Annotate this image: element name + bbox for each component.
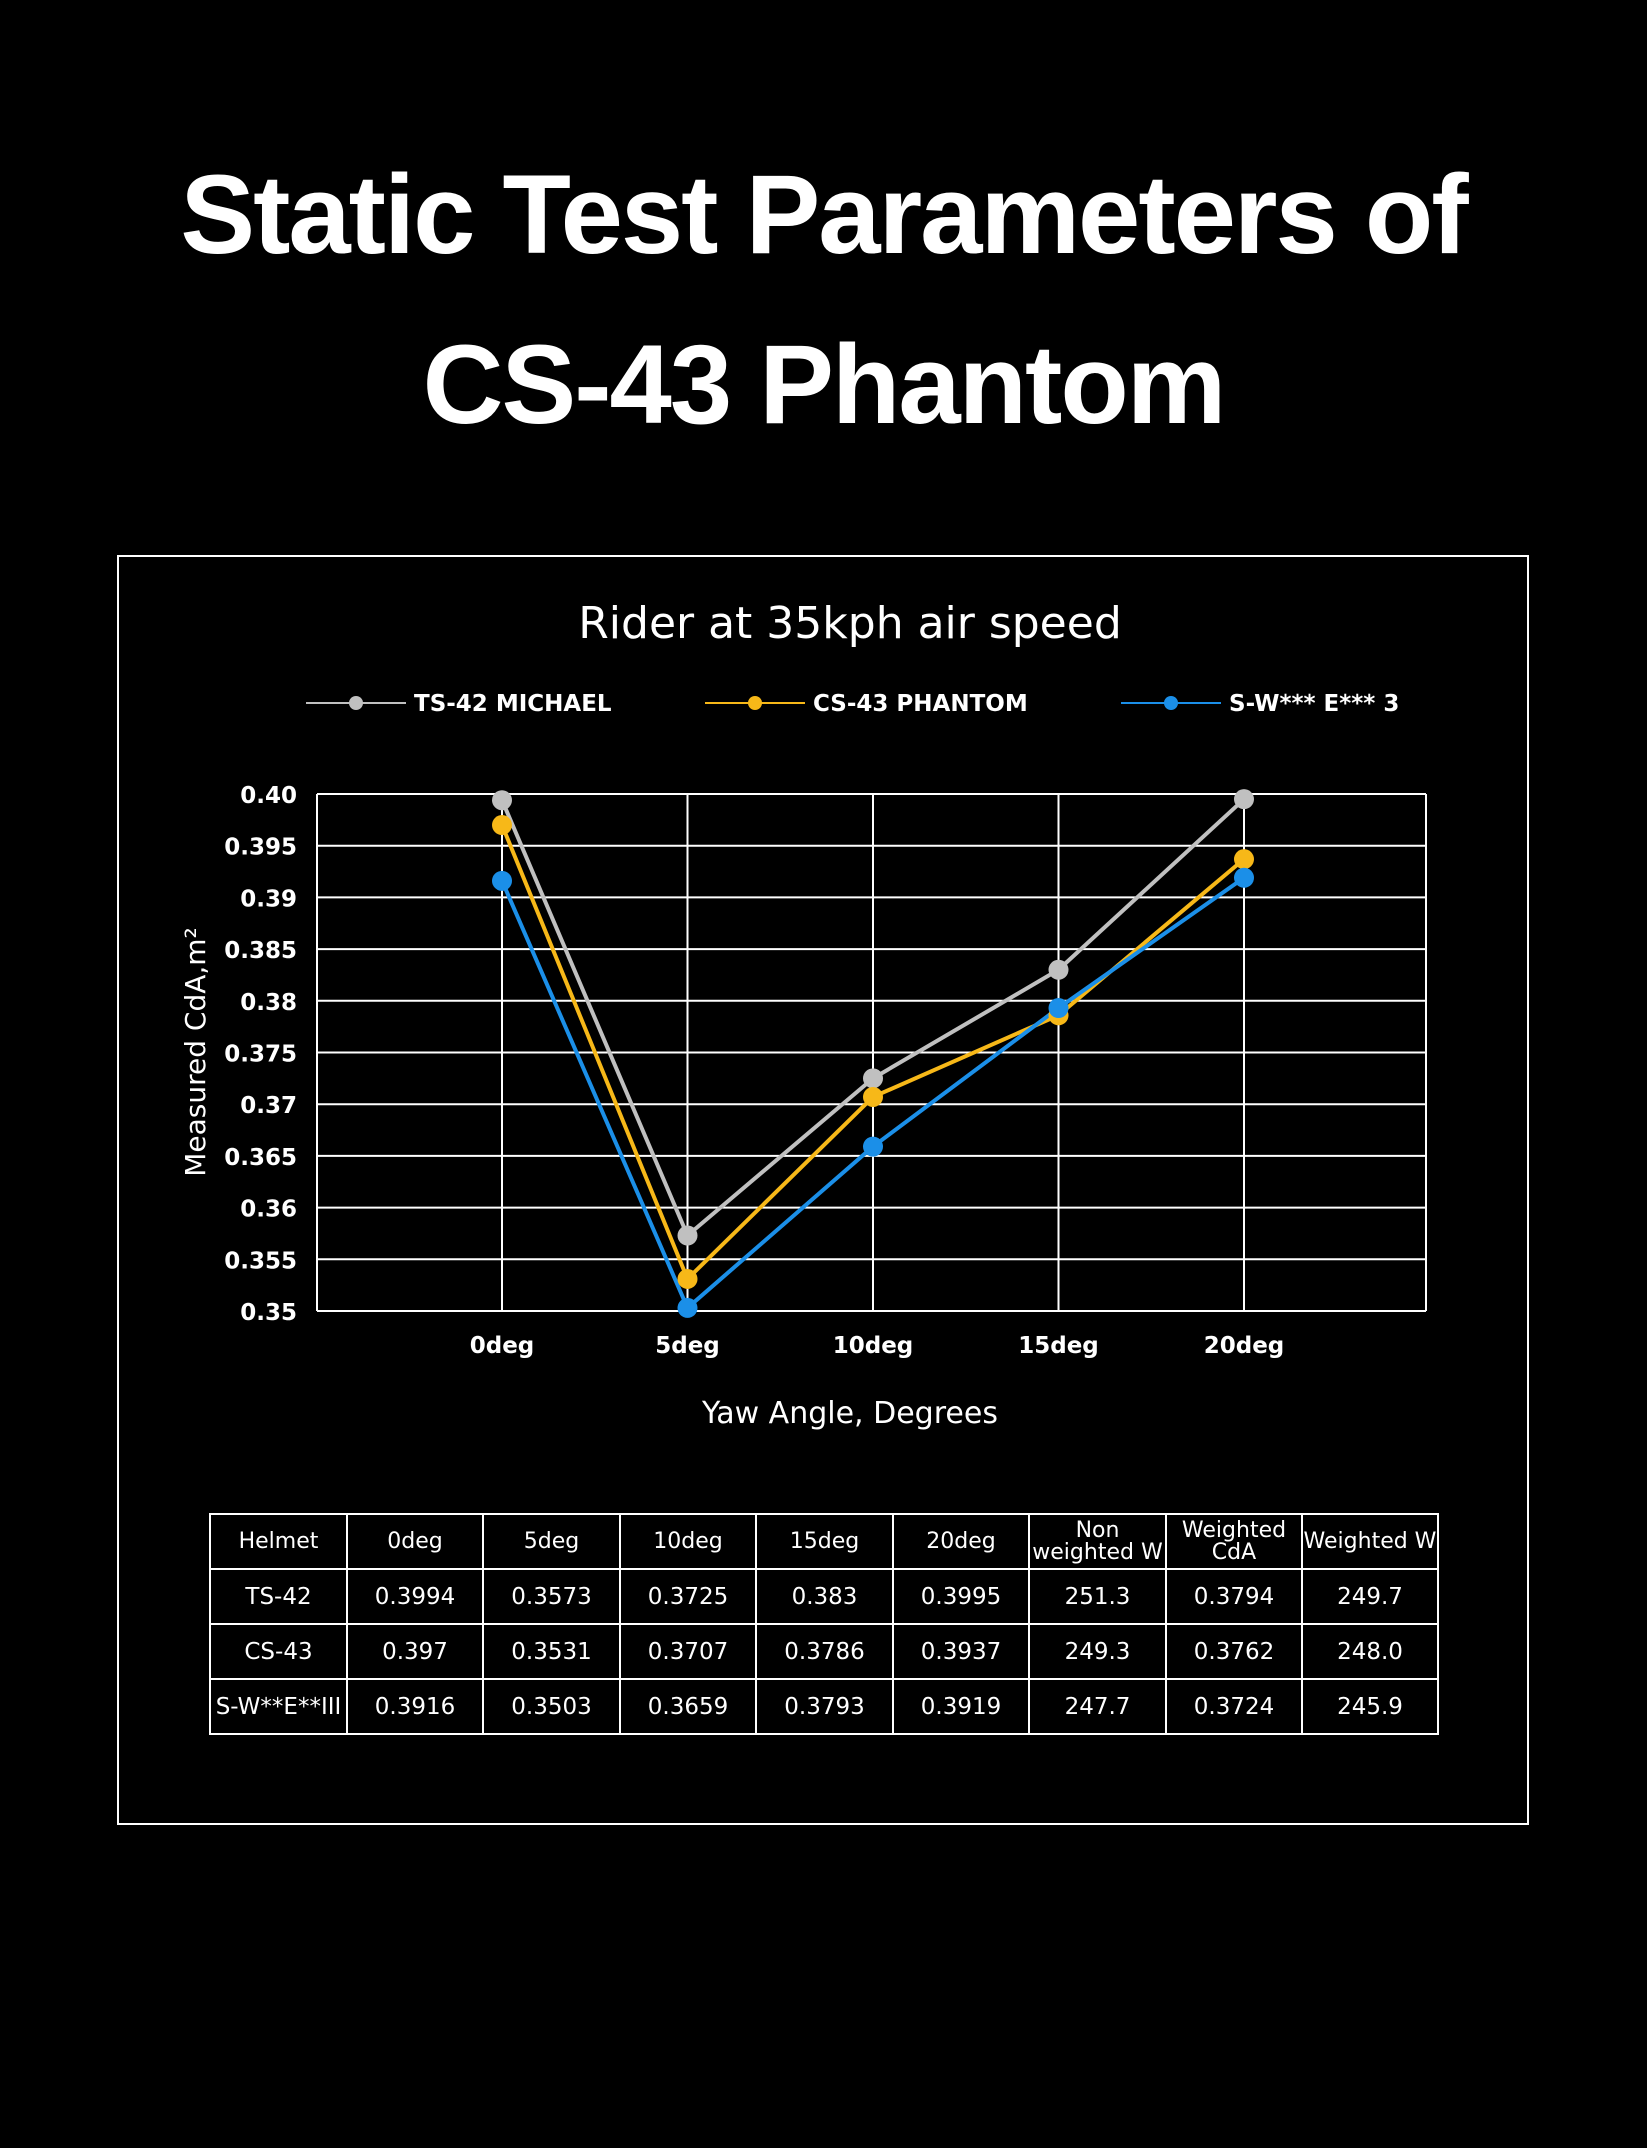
x-tick-label: 0deg [470, 1333, 535, 1359]
chart-title: Rider at 35kph air speed [578, 598, 1122, 649]
table-cell: 0.3937 [892, 1623, 1030, 1680]
header-non-weighted-w: Non weighted W [1028, 1513, 1167, 1570]
y-tick-label: 0.38 [240, 990, 297, 1016]
line-chart: Rider at 35kph air speed TS-42 MICHAEL CS-… [179, 598, 1427, 1431]
table-cell: 249.7 [1301, 1568, 1439, 1625]
header-10deg: 10deg [619, 1513, 757, 1570]
data-point [492, 815, 512, 836]
header-weighted-cda: Weighted CdA [1165, 1513, 1303, 1570]
y-tick-label: 0.39 [240, 886, 297, 912]
x-tick-label: 15deg [1018, 1333, 1099, 1359]
table-cell: TS-42 [209, 1568, 348, 1625]
table-cell: 0.397 [346, 1623, 484, 1680]
table-cell: 0.3916 [346, 1678, 484, 1735]
data-point [863, 1136, 883, 1157]
header-20deg: 20deg [892, 1513, 1030, 1570]
legend-marker [1164, 696, 1178, 710]
x-tick-label: 5deg [655, 1333, 720, 1359]
legend-label: S-W*** E*** 3 [1229, 691, 1399, 717]
table-cell: 0.3919 [892, 1678, 1030, 1735]
table-row: CS-43 0.397 0.3531 0.3707 0.3786 0.3937 … [209, 1623, 1439, 1680]
table-cell: 248.0 [1301, 1623, 1439, 1680]
y-tick-label: 0.37 [240, 1093, 297, 1119]
table-cell: CS-43 [209, 1623, 348, 1680]
data-point [677, 1297, 698, 1318]
data-point [1048, 998, 1069, 1019]
header-helmet: Helmet [209, 1513, 348, 1570]
legend-marker [748, 696, 762, 710]
page-title-line-2: CS-43 Phantom [422, 322, 1227, 447]
header-5deg: 5deg [482, 1513, 621, 1570]
data-point [1048, 959, 1069, 980]
table-cell: 0.3794 [1165, 1568, 1303, 1625]
y-tick-label: 0.35 [240, 1300, 297, 1326]
table-cell: 0.3707 [619, 1623, 757, 1680]
table-cell: 0.383 [755, 1568, 894, 1625]
table-cell: 0.3994 [346, 1568, 484, 1625]
table-cell: 0.3762 [1165, 1623, 1303, 1680]
page-title-line-1: Static Test Parameters of [180, 152, 1468, 277]
x-tick-label: 20deg [1204, 1333, 1285, 1359]
legend-marker [349, 696, 363, 710]
data-point [1234, 867, 1254, 888]
header-0deg: 0deg [346, 1513, 484, 1570]
table-cell: 0.3573 [482, 1568, 621, 1625]
table-cell: S-W**E**III [209, 1678, 348, 1735]
data-point [677, 1225, 698, 1246]
results-table: Helmet 0deg 5deg 10deg 15deg 20deg Non w… [209, 1513, 1439, 1735]
y-tick-label: 0.355 [224, 1248, 297, 1274]
table-cell: 0.3724 [1165, 1678, 1303, 1735]
table-cell: 0.3786 [755, 1623, 894, 1680]
table-cell: 0.3531 [482, 1623, 621, 1680]
table-cell: 0.3995 [892, 1568, 1030, 1625]
y-axis-label: Measured CdA,m² [179, 927, 212, 1177]
data-point [863, 1068, 883, 1089]
x-axis-label: Yaw Angle, Degrees [701, 1396, 998, 1431]
legend-label: CS-43 PHANTOM [813, 691, 1028, 717]
table-row: TS-42 0.3994 0.3573 0.3725 0.383 0.3995 … [209, 1568, 1439, 1625]
table-cell: 247.7 [1028, 1678, 1167, 1735]
data-point [677, 1268, 698, 1289]
y-tick-label: 0.40 [240, 783, 297, 809]
x-tick-label: 10deg [833, 1333, 914, 1359]
table-row: S-W**E**III 0.3916 0.3503 0.3659 0.3793 … [209, 1678, 1439, 1735]
table-cell: 0.3659 [619, 1678, 757, 1735]
table-cell: 251.3 [1028, 1568, 1167, 1625]
header-weighted-w: Weighted W [1301, 1513, 1439, 1570]
data-point [1234, 849, 1254, 870]
data-point [492, 870, 512, 891]
y-tick-label: 0.395 [224, 835, 297, 861]
page-title: Static Test Parameters of CS-43 Phantom [0, 130, 1647, 470]
table-cell: 0.3793 [755, 1678, 894, 1735]
y-tick-label: 0.375 [224, 1042, 297, 1068]
table-header-row: Helmet 0deg 5deg 10deg 15deg 20deg Non w… [209, 1513, 1439, 1570]
header-15deg: 15deg [755, 1513, 894, 1570]
table-cell: 0.3503 [482, 1678, 621, 1735]
data-point [863, 1086, 883, 1107]
table-cell: 245.9 [1301, 1678, 1439, 1735]
y-tick-label: 0.385 [224, 938, 297, 964]
y-tick-label: 0.36 [240, 1197, 297, 1223]
chart-frame [117, 555, 1529, 1825]
data-point [492, 790, 512, 811]
y-tick-label: 0.365 [224, 1145, 297, 1171]
legend-label: TS-42 MICHAEL [414, 691, 612, 717]
table-cell: 0.3725 [619, 1568, 757, 1625]
table-cell: 249.3 [1028, 1623, 1167, 1680]
data-point [1234, 789, 1254, 810]
